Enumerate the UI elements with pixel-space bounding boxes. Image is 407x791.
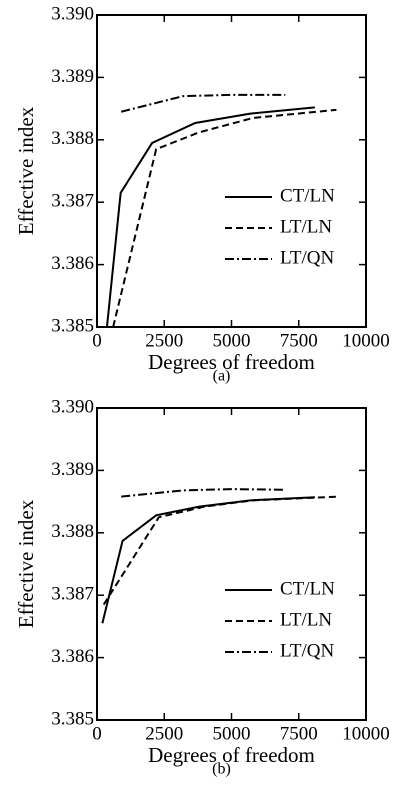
y-tick-label: 3.390: [51, 3, 94, 24]
y-tick-label: 3.387: [51, 584, 94, 605]
legend-label: LT/QN: [280, 640, 334, 661]
legend-label: CT/LN: [280, 578, 335, 599]
series-line: [121, 488, 286, 498]
y-tick-label: 3.388: [51, 521, 94, 542]
x-tick-label: 7500: [280, 723, 318, 744]
caption: (a): [213, 368, 231, 385]
y-tick-label: 3.385: [51, 708, 94, 729]
y-tick-label: 3.388: [51, 128, 94, 149]
x-tick-label: 2500: [145, 723, 183, 744]
x-tick-label: 0: [92, 330, 102, 351]
y-tick-label: 3.387: [51, 191, 94, 212]
y-axis-label: Effective index: [14, 499, 38, 628]
x-tick-label: 0: [92, 723, 102, 744]
x-tick-label: 10000: [342, 723, 390, 744]
x-tick-label: 5000: [213, 723, 251, 744]
caption: (b): [212, 761, 231, 778]
legend-label: LT/QN: [280, 247, 334, 268]
x-axis-label: Degrees of freedom: [148, 743, 315, 767]
y-tick-label: 3.390: [51, 396, 94, 417]
y-tick-label: 3.389: [51, 459, 94, 480]
y-tick-label: 3.389: [51, 66, 94, 87]
series-line: [102, 495, 340, 606]
series-line: [112, 108, 337, 327]
legend-label: LT/LN: [280, 216, 332, 237]
x-tick-label: 2500: [145, 330, 183, 351]
x-axis-label: Degrees of freedom: [148, 350, 315, 374]
legend-label: LT/LN: [280, 609, 332, 630]
y-tick-label: 3.385: [51, 315, 94, 336]
x-tick-label: 7500: [280, 330, 318, 351]
y-tick-label: 3.386: [51, 253, 94, 274]
series-line: [120, 93, 286, 113]
y-axis-label: Effective index: [14, 106, 38, 235]
series-line: [105, 106, 315, 327]
plot-frame: [96, 14, 367, 328]
plot-frame: [96, 407, 367, 721]
y-tick-label: 3.386: [51, 646, 94, 667]
x-tick-label: 5000: [213, 330, 251, 351]
x-tick-label: 10000: [342, 330, 390, 351]
legend-label: CT/LN: [280, 185, 335, 206]
series-line: [101, 496, 315, 624]
